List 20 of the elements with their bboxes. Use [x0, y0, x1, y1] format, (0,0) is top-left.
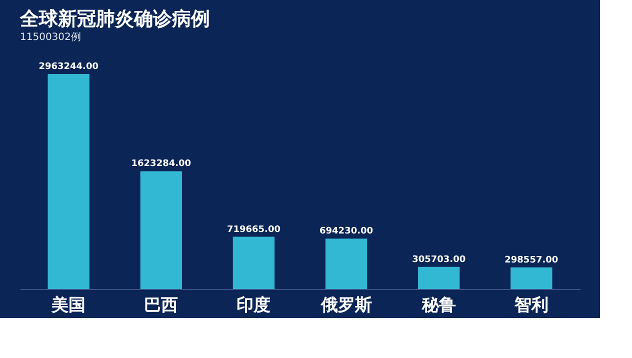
bar	[510, 267, 552, 289]
bar	[140, 171, 182, 289]
data-label: 2963244.00	[38, 62, 98, 72]
bar	[325, 238, 368, 289]
data-label: 694230.00	[320, 226, 374, 237]
x-tick-label: 智利	[513, 296, 548, 316]
bar	[418, 266, 460, 289]
x-tick-label: 秘鲁	[420, 296, 456, 316]
x-tick-label: 俄罗斯	[320, 296, 372, 316]
data-label: 719665.00	[226, 224, 280, 235]
x-tick-label: 印度	[236, 296, 271, 316]
x-tick-label: 美国	[50, 296, 86, 316]
x-tick-label: 巴西	[144, 296, 178, 316]
data-label: 305703.00	[412, 254, 466, 265]
bar	[232, 236, 275, 289]
data-label: 298557.00	[504, 255, 558, 266]
data-label: 1623284.00	[131, 159, 192, 170]
bar	[48, 74, 90, 289]
chart-subtitle: 11500302例	[20, 32, 81, 43]
chart-title: 全球新冠肺炎确诊病例	[19, 8, 210, 30]
